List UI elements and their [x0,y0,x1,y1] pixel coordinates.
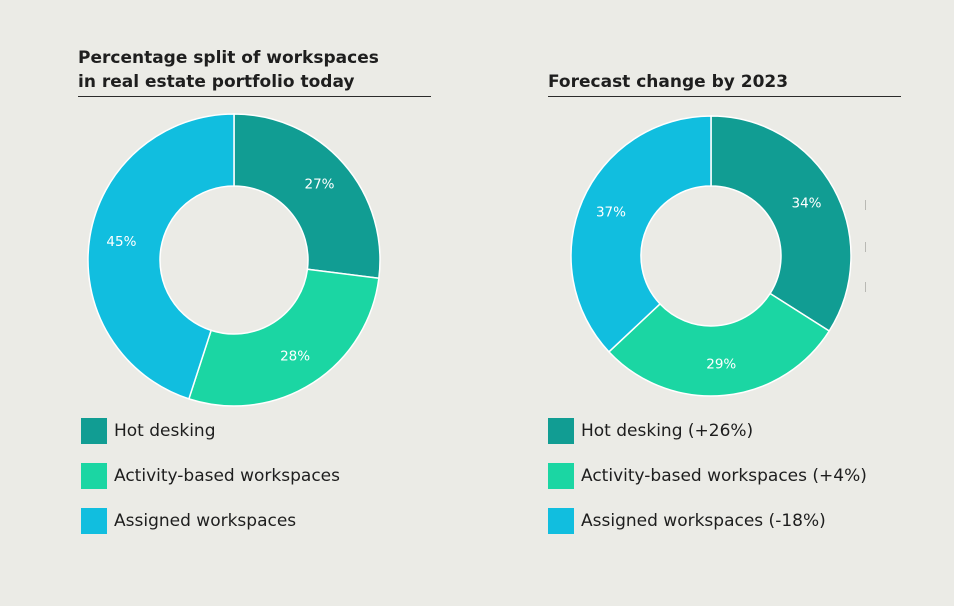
legend-swatch-hot-desking [81,417,107,444]
donut-chart-current: 27% 28% 45% [87,113,381,407]
legend-swatch-hot-desking [548,417,574,444]
slice-assigned [570,115,712,353]
donut-chart-forecast: 34% 29% 37% [570,115,852,397]
slice-value-label: 34% [792,195,822,211]
legend-label: Hot desking (+26%) [581,420,754,441]
chart-legend: Hot desking (+26%) Activity-based worksp… [548,408,867,543]
legend-label: Activity-based workspaces [114,465,340,486]
decorative-mark [865,242,869,252]
slice-value-label: 28% [280,348,310,364]
decorative-marks [865,196,871,296]
legend-item-hot-desking: Hot desking [81,408,340,453]
slice-value-label: 29% [706,357,736,373]
chart-panel-current: Percentage split of workspaces in real e… [78,46,431,543]
chart-title-line-2: in real estate portfolio today [78,72,355,92]
slice-activity-based [187,268,380,407]
legend-item-hot-desking: Hot desking (+26%) [548,408,867,453]
legend-label: Hot desking [114,420,216,441]
decorative-mark [865,282,869,292]
legend-label: Assigned workspaces [114,510,297,531]
slice-value-label: 37% [596,205,626,221]
legend-swatch-activity-based [548,462,574,489]
slice-hot-desking [233,113,381,280]
legend-swatch-assigned [81,507,107,534]
legend-swatch-activity-based [81,462,107,489]
chart-title: Forecast change by 2023 [548,70,788,94]
chart-title: Percentage split of workspaces in real e… [78,46,379,94]
chart-panel-forecast: Forecast change by 2023 34% 29% 37% Hot de… [477,0,954,606]
title-rule [548,96,901,97]
chart-legend: Hot desking Activity-based workspaces As… [81,408,340,543]
legend-item-activity-based: Activity-based workspaces [81,453,340,498]
chart-title-line-1: Percentage split of workspaces [78,48,379,68]
legend-item-assigned: Assigned workspaces [81,498,340,543]
title-rule [78,96,431,97]
slice-hot-desking [710,115,852,333]
legend-item-activity-based: Activity-based workspaces (+4%) [548,453,867,498]
legend-label: Activity-based workspaces (+4%) [581,465,867,486]
legend-swatch-assigned [548,507,574,534]
chart-title-line-1: Forecast change by 2023 [548,72,789,92]
legend-item-assigned: Assigned workspaces (-18%) [548,498,867,543]
slice-value-label: 45% [106,234,136,250]
slice-value-label: 27% [305,177,335,193]
legend-label: Assigned workspaces (-18%) [581,510,826,531]
slice-activity-based [607,292,831,397]
decorative-mark [865,200,869,210]
slice-assigned [87,113,235,400]
